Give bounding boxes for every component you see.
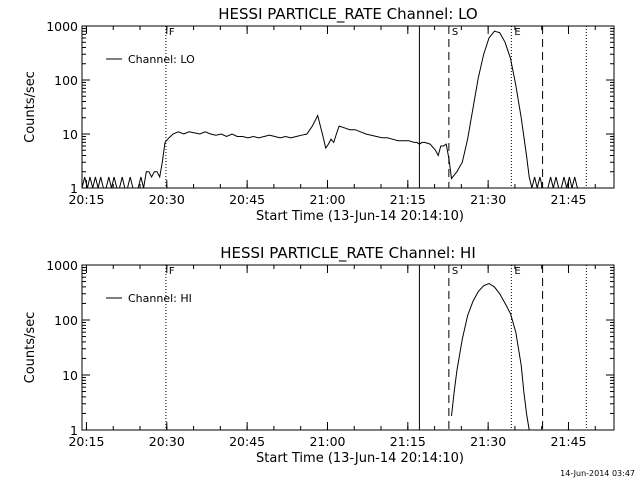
x-tick-label: 20:30 (149, 192, 185, 207)
x-tick-label: 20:30 (149, 434, 185, 449)
y-tick-label: 100 (54, 73, 78, 88)
timestamp-label: 14-Jun-2014 03:47 (560, 469, 635, 478)
event-marker-label: E (514, 266, 520, 277)
panel-channel-lo: HESSI PARTICLE_RATE Channel: LO 1 10 100 100… (23, 5, 615, 224)
event-marker-label: S (452, 266, 458, 277)
x-tick-label: 20:15 (68, 434, 104, 449)
x-tick-label: 20:45 (229, 192, 265, 207)
y-tick-label: 1 (70, 423, 78, 438)
y-tick-label: 10 (62, 368, 78, 383)
x-tick-label: 21:45 (550, 192, 586, 207)
series-line (451, 282, 530, 431)
y-tick-label: 10 (62, 127, 78, 142)
legend-label: Channel: HI (128, 292, 192, 305)
chart-title: HESSI PARTICLE_RATE Channel: HI (220, 244, 476, 263)
legend-label: Channel: LO (128, 53, 195, 66)
panel-channel-hi: HESSI PARTICLE_RATE Channel: HI 1 10 100 100… (23, 244, 615, 466)
plot-frame (81, 264, 615, 431)
x-tick-label: 20:45 (229, 434, 265, 449)
x-tick-label: 21:00 (309, 434, 345, 449)
y-tick-label: 100 (54, 313, 78, 328)
x-tick-label: 21:45 (550, 434, 586, 449)
x-axis-label: Start Time (13-Jun-14 20:14:10) (256, 209, 464, 224)
x-tick-label: 20:15 (68, 192, 104, 207)
event-marker-label: E (514, 27, 520, 38)
series-line (81, 30, 581, 189)
y-tick-label: 1000 (46, 258, 78, 273)
plot-frame (81, 25, 615, 189)
y-tick-label: 1 (70, 181, 78, 196)
x-tick-label: 21:00 (309, 192, 345, 207)
y-axis-label: Counts/sec (23, 71, 38, 143)
event-marker-label: F (169, 27, 175, 38)
event-marker-label: S (452, 27, 458, 38)
x-tick-label: 21:30 (470, 434, 506, 449)
y-tick-label: 1000 (46, 19, 78, 34)
x-axis-label: Start Time (13-Jun-14 20:14:10) (256, 451, 464, 466)
chart-title: HESSI PARTICLE_RATE Channel: LO (218, 5, 477, 24)
x-tick-label: 21:30 (470, 192, 506, 207)
event-marker-label: F (169, 266, 175, 277)
x-tick-label: 21:15 (390, 434, 426, 449)
y-axis-label: Counts/sec (23, 312, 38, 384)
x-tick-label: 21:15 (390, 192, 426, 207)
